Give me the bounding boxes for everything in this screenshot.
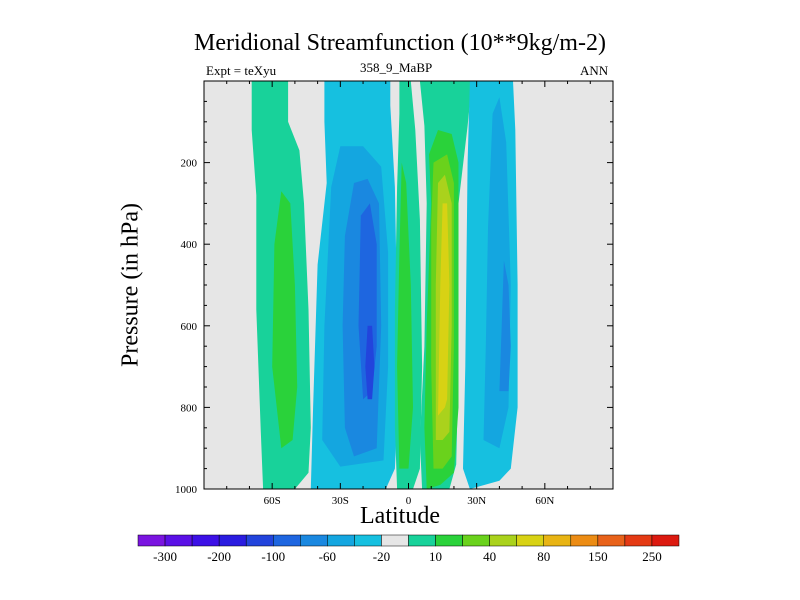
colorbar-box-14 xyxy=(516,534,545,547)
colorbar-box-11 xyxy=(435,534,463,547)
colorbar-label-6: 40 xyxy=(483,549,496,564)
colorbar-box-2 xyxy=(191,534,220,547)
colorbar-label-8: 150 xyxy=(588,549,608,564)
y-axis-label: Pressure (in hPa) xyxy=(117,203,144,367)
run-annotation: 358_9_MaBP xyxy=(360,60,433,75)
colorbar-box-15 xyxy=(543,534,572,547)
chart-title: Meridional Streamfunction (10**9kg/m-2) xyxy=(194,30,606,56)
colorbar-box-12 xyxy=(462,534,490,547)
x-tick-label-4: 60N xyxy=(535,495,554,507)
colorbar-box-16 xyxy=(570,534,599,547)
colorbar-box-8 xyxy=(354,534,382,547)
y-tick-label-0: 200 xyxy=(181,158,198,170)
colorbar-box-13 xyxy=(489,534,517,547)
colorbar: -300 -200 -100 -60 -20 10 40 80 150 250 xyxy=(137,534,680,564)
colorbar-label-0: -300 xyxy=(153,549,177,564)
colorbar-box-1 xyxy=(164,534,193,547)
contour-field-13 xyxy=(438,203,450,416)
colorbar-box-6 xyxy=(300,534,328,547)
axis-tick-labels: 200 400 600 800 1000 60S 30S 0 30N 60N xyxy=(175,158,554,507)
contour-field-8 xyxy=(397,162,413,469)
experiment-annotation: Expt = teXyu xyxy=(206,63,277,78)
colorbar-label-9: 250 xyxy=(642,549,662,564)
x-tick-label-1: 30S xyxy=(332,495,349,507)
colorbar-box-9 xyxy=(381,534,409,547)
x-tick-label-0: 60S xyxy=(264,495,281,507)
x-tick-label-3: 30N xyxy=(467,495,486,507)
colorbar-box-4 xyxy=(245,534,274,547)
colorbar-box-0 xyxy=(137,534,166,547)
colorbar-label-5: 10 xyxy=(429,549,442,564)
contour-field-1 xyxy=(272,191,298,449)
colorbar-box-3 xyxy=(218,534,247,547)
colorbar-box-5 xyxy=(273,534,301,547)
colorbar-label-1: -200 xyxy=(207,549,231,564)
axis-ticks xyxy=(204,81,613,489)
season-annotation: ANN xyxy=(580,63,609,78)
colorbar-box-10 xyxy=(408,534,436,547)
colorbar-box-18 xyxy=(624,534,653,547)
y-tick-label-4: 1000 xyxy=(175,484,198,496)
colorbar-box-17 xyxy=(597,534,626,547)
contour-fields xyxy=(251,81,518,489)
colorbar-label-3: -60 xyxy=(319,549,336,564)
colorbar-box-7 xyxy=(327,534,355,547)
contour-field-6 xyxy=(365,325,375,400)
colorbar-label-7: 80 xyxy=(537,549,550,564)
y-tick-label-2: 600 xyxy=(181,321,198,333)
contour-field-16 xyxy=(499,260,511,392)
y-tick-label-3: 800 xyxy=(181,402,198,414)
x-axis-label: Latitude xyxy=(360,503,440,529)
x-tick-label-2: 0 xyxy=(406,495,412,507)
colorbar-box-19 xyxy=(651,534,680,547)
colorbar-label-2: -100 xyxy=(261,549,285,564)
colorbar-label-4: -20 xyxy=(373,549,390,564)
y-tick-label-1: 400 xyxy=(181,239,198,251)
